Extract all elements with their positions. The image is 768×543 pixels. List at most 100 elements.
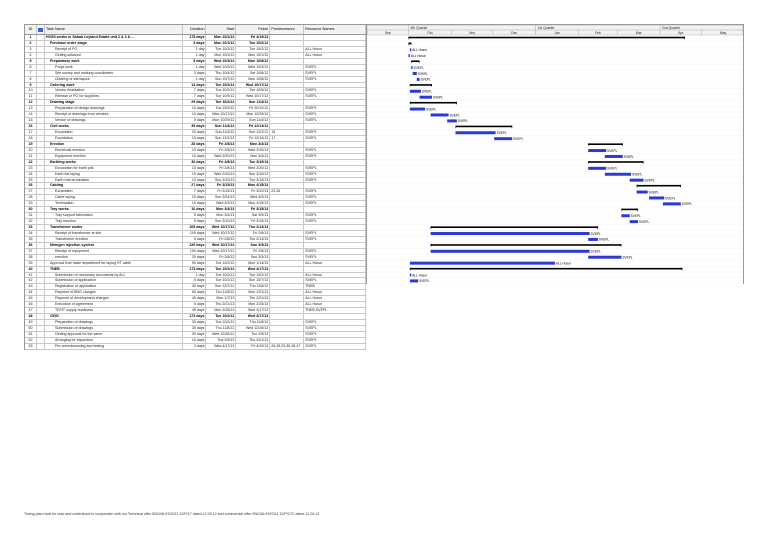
task-bar[interactable]	[447, 119, 457, 123]
summary-bar[interactable]	[588, 143, 623, 146]
table-row[interactable]: 17 Excavation 20 days Sun 11/4/12 Sun 12/2/1…	[25, 130, 367, 136]
table-row[interactable]: 21 Equipment erection 10 days Wed 2/20/13 Mo…	[25, 153, 367, 160]
task-bar[interactable]	[588, 166, 607, 170]
table-row[interactable]: 6 Pooja work 1 day Wed 10/3/12 Wed 10/3/12 SV…	[25, 64, 367, 71]
table-row[interactable]: 13 Preparation of design drawings 10 days T…	[25, 106, 367, 113]
table-row[interactable]: 43 Registration of application 30 days Sun …	[25, 284, 367, 291]
summary-bar[interactable]	[455, 125, 513, 128]
task-bar[interactable]	[430, 232, 590, 236]
table-row[interactable]: 51 Getting approval for the same 30 days We…	[25, 331, 367, 338]
table-row[interactable]: 8 Clearing of site/layout 1 day Sun 10/7/12…	[25, 76, 367, 83]
table-row[interactable]: 10 Vendor finalisation 7 days Tue 10/2/12 Tu…	[25, 88, 367, 95]
table-row[interactable]: 42 Submission of application 5 days Tue 10/…	[25, 278, 367, 285]
table-row[interactable]: 12 Drawing stage 29 days Tue 10/2/12 Sun 11/…	[25, 100, 366, 107]
task-bar[interactable]	[411, 66, 413, 70]
table-row[interactable]: 23 Excavation for earth pits 15 days Fri 2/…	[25, 165, 367, 172]
table-row[interactable]: 46 Execution of agreement 5 days Thu 2/21/1…	[25, 302, 367, 309]
task-bar[interactable]	[430, 249, 590, 253]
task-bar[interactable]	[649, 196, 665, 200]
table-row[interactable]: 4 Getting advance 1 day Mon 10/1/12 Mon 10/1…	[25, 52, 367, 59]
table-row[interactable]: 35 Transformer erection 5 days Fri 2/8/13 Th…	[25, 236, 367, 243]
table-row[interactable]: 50 Submission of drawings 30 days Thu 11/8/…	[25, 325, 367, 332]
table-row[interactable]: 45 Payment of development charges 40 days M…	[25, 296, 367, 303]
col-header-predecessors[interactable]: Predecessors	[270, 25, 305, 34]
table-row[interactable]: 5 Preparatory work 5 days Wed 10/3/12 Mon 10…	[25, 58, 366, 65]
table-row[interactable]: 38 erection 20 days Fri 2/8/13 Sun 3/3/13 SVE…	[25, 254, 367, 261]
col-header-indicators[interactable]	[37, 25, 45, 34]
task-bar[interactable]	[636, 190, 648, 194]
task-bar[interactable]	[604, 172, 632, 176]
task-bar[interactable]	[409, 279, 419, 283]
task-bar[interactable]	[588, 149, 607, 153]
summary-bar[interactable]	[430, 226, 598, 228]
summary-bar[interactable]	[408, 42, 412, 45]
table-row[interactable]: 11 Release of PO for suppliers 7 days Tue 1…	[25, 94, 367, 101]
table-row[interactable]: 33 Transformer works 105 days Wed 10/17/12 T…	[25, 225, 366, 231]
task-bar[interactable]	[409, 48, 412, 52]
task-bar[interactable]	[629, 178, 644, 182]
table-row[interactable]: 15 Vendor of drawings 5 days Mon 10/29/12 Su…	[25, 118, 367, 125]
summary-bar[interactable]	[588, 161, 644, 163]
col-header-id[interactable]: ID	[25, 25, 37, 34]
table-row[interactable]: 47 TF/HT supply readiness 45 days Mon 2/25/…	[25, 308, 367, 315]
summary-bar[interactable]	[409, 101, 457, 104]
summary-bar[interactable]	[621, 208, 638, 211]
table-row[interactable]: 37 Receipt of equipment 100 days Wed 10/17/…	[25, 248, 367, 255]
table-row[interactable]: 39 Approval from state department for lay…	[25, 260, 366, 267]
table-row[interactable]: 14 Receipt of drawings from vendors 10 day…	[25, 112, 367, 119]
task-bar[interactable]	[588, 237, 598, 241]
task-bar[interactable]	[409, 273, 412, 277]
table-row[interactable]: 30 Tray works 10 days Mon 3/4/13 Fri 3/15/13	[25, 207, 366, 214]
col-header-start[interactable]: Start	[206, 25, 237, 34]
task-bar[interactable]	[412, 71, 417, 75]
summary-bar[interactable]	[411, 60, 420, 63]
table-row[interactable]: 52 Arranging for inspection 15 days Tue 2/5…	[25, 337, 367, 344]
table-row[interactable]: 25 Earth mat termination 10 days Sun 3/10/1…	[25, 177, 367, 184]
table-row[interactable]: 49 Preparation of drawings 30 days Tue 10/2…	[25, 320, 367, 326]
task-bar[interactable]	[416, 77, 420, 81]
table-row[interactable]: 29 Termination 10 days Wed 4/3/13 Mon 4/15/1…	[25, 201, 367, 208]
table-row[interactable]: 24 Earth flat laying 15 days Wed 2/20/13 Sun…	[25, 171, 367, 178]
task-bar[interactable]	[629, 220, 638, 224]
col-header-task-name[interactable]: Task Name	[45, 25, 183, 34]
task-bar[interactable]	[604, 154, 623, 158]
table-row[interactable]: 27 Excavation 7 days Fri 3/15/13 Fri 3/22/13…	[25, 189, 367, 196]
col-header-resources[interactable]: Resource Names	[304, 25, 367, 34]
table-row[interactable]: 41 Submission of necessary documents by A…	[25, 272, 367, 279]
table-row[interactable]: 26 Cabling 27 days Fri 3/15/13 Mon 4/15/13	[25, 183, 366, 190]
table-row[interactable]: 32 Tray erection 5 days Sun 3/10/13 Fri 3/15…	[25, 219, 367, 225]
summary-bar[interactable]	[409, 84, 432, 86]
summary-bar[interactable]	[636, 184, 681, 187]
table-row[interactable]: 28 Cable laying 10 days Sun 3/24/13 Wed 4/3/…	[25, 195, 367, 202]
table-row[interactable]: 20 Electricals erection 15 days Fri 2/8/13 W…	[25, 147, 367, 154]
summary-bar[interactable]	[408, 36, 686, 39]
table-row[interactable]: 18 Foundation 15 days Sun 12/2/12 Fri 12/14/…	[25, 135, 367, 142]
task-bar[interactable]	[588, 255, 622, 259]
table-row[interactable]: 40 TNEB 173 days Tue 10/2/12 Wed 4/17/13	[25, 266, 366, 273]
task-bar[interactable]	[662, 202, 681, 206]
task-bar[interactable]	[419, 95, 432, 99]
table-row[interactable]: 7 Site survey and marking coordinates 3 da…	[25, 70, 367, 77]
table-row[interactable]: 1 HVSS works in Sahab Leyland Estate unit…	[25, 35, 367, 41]
summary-bar[interactable]	[430, 244, 622, 246]
task-bar[interactable]	[409, 261, 556, 265]
table-row[interactable]: 16 Civil works 35 days Sun 11/4/12 Fri 12/14…	[25, 124, 366, 130]
summary-bar[interactable]	[409, 267, 683, 270]
col-header-finish[interactable]: Finish	[236, 25, 271, 34]
table-row[interactable]: 2 Purchase order stage 3 days Mon 10/1/12 Tu…	[25, 40, 366, 47]
table-row[interactable]: 19 Erection 28 days Fri 2/8/13 Mon 3/4/13	[25, 141, 366, 148]
table-row[interactable]: 9 Ordering work 14 days Tue 10/2/12 Wed 10/1…	[25, 82, 366, 89]
task-bar[interactable]	[409, 107, 426, 111]
task-bar[interactable]	[621, 214, 630, 218]
col-header-duration[interactable]: Duration	[183, 25, 207, 34]
task-bar[interactable]	[409, 89, 421, 93]
table-row[interactable]: 48 CEIG 173 days Tue 10/2/12 Wed 4/17/13	[25, 314, 366, 320]
table-row[interactable]: 44 Payment of BNG charges 60 days Thu 11/8/…	[25, 290, 367, 297]
task-bar[interactable]	[494, 137, 513, 141]
table-row[interactable]: 53 Pre-commissioning and testing 3 days Wed…	[25, 343, 367, 350]
table-row[interactable]: 3 Receipt of PO 1 day Tue 10/2/12 Tue 10/2/1…	[25, 46, 367, 53]
table-row[interactable]: 22 Earthing works 30 days Fri 2/8/13 Tue 3/1…	[25, 159, 366, 166]
table-row[interactable]: 34 Receipt of transformer at site 100 days…	[25, 230, 367, 237]
task-bar[interactable]	[455, 131, 496, 135]
table-row[interactable]: 36 Nitrogen injection system 120 days Wed 1…	[25, 242, 366, 249]
